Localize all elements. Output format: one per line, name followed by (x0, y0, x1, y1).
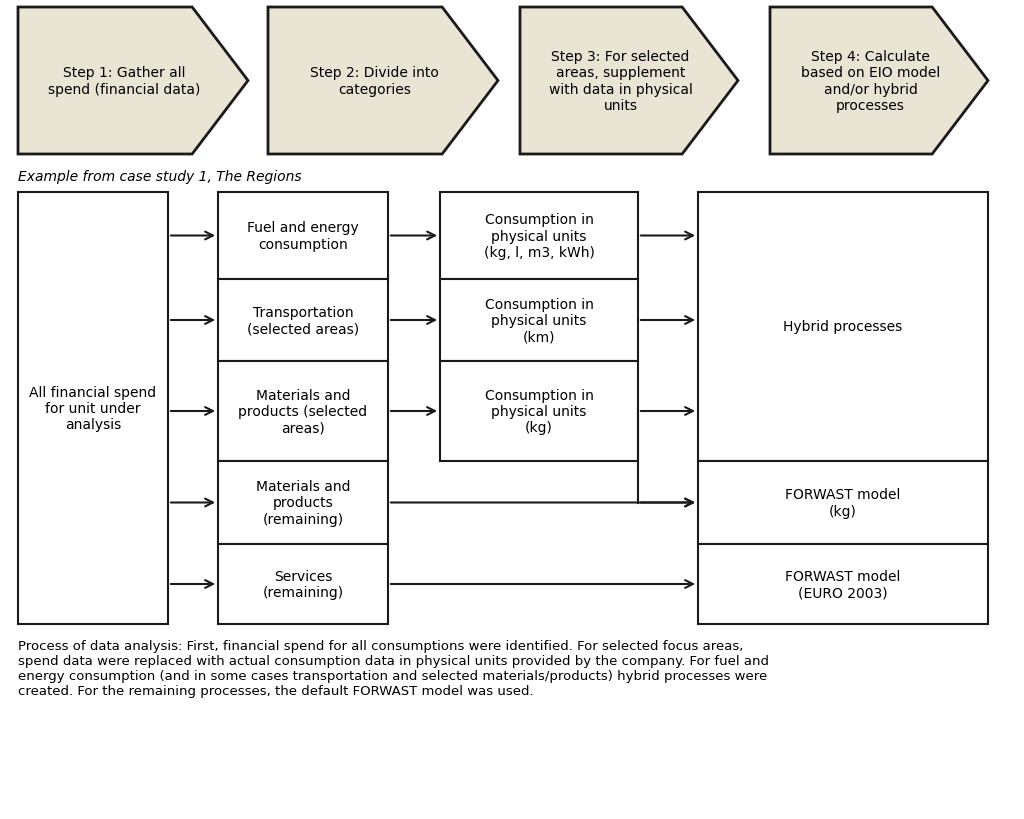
Bar (218, 461, 388, 545)
Bar (440, 192, 638, 279)
Text: Consumption in
physical units
(kg, l, m3, kWh): Consumption in physical units (kg, l, m3… (483, 213, 595, 260)
Text: Step 2: Divide into
categories: Step 2: Divide into categories (310, 66, 439, 97)
Text: Process of data analysis: First, financial spend for all consumptions were ident: Process of data analysis: First, financi… (18, 639, 769, 697)
Text: Consumption in
physical units
(km): Consumption in physical units (km) (484, 297, 594, 344)
Bar (218, 279, 388, 361)
Text: Consumption in
physical units
(kg): Consumption in physical units (kg) (484, 388, 594, 435)
Bar (440, 361, 638, 461)
Polygon shape (520, 8, 738, 155)
Text: Step 1: Gather all
spend (financial data): Step 1: Gather all spend (financial data… (48, 66, 201, 97)
Text: Transportation
(selected areas): Transportation (selected areas) (247, 305, 359, 336)
Polygon shape (18, 8, 248, 155)
Text: Materials and
products (selected
areas): Materials and products (selected areas) (239, 388, 368, 435)
Bar (18, 192, 168, 624)
Bar (698, 192, 988, 461)
Text: Services
(remaining): Services (remaining) (262, 569, 344, 600)
Text: Step 3: For selected
areas, supplement
with data in physical
units: Step 3: For selected areas, supplement w… (549, 50, 692, 113)
Bar (440, 279, 638, 361)
Polygon shape (268, 8, 498, 155)
Text: Materials and
products
(remaining): Materials and products (remaining) (256, 480, 350, 526)
Text: All financial spend
for unit under
analysis: All financial spend for unit under analy… (30, 385, 157, 432)
Polygon shape (770, 8, 988, 155)
Bar (218, 192, 388, 279)
Bar (218, 361, 388, 461)
Text: Fuel and energy
consumption: Fuel and energy consumption (247, 221, 358, 251)
Text: Hybrid processes: Hybrid processes (783, 320, 902, 334)
Text: Step 4: Calculate
based on EIO model
and/or hybrid
processes: Step 4: Calculate based on EIO model and… (801, 50, 940, 113)
Bar (698, 545, 988, 624)
Text: Example from case study 1, The Regions: Example from case study 1, The Regions (18, 170, 302, 183)
Bar (698, 461, 988, 545)
Text: FORWAST model
(kg): FORWAST model (kg) (785, 488, 901, 518)
Bar (218, 545, 388, 624)
Text: FORWAST model
(EURO 2003): FORWAST model (EURO 2003) (785, 569, 901, 600)
